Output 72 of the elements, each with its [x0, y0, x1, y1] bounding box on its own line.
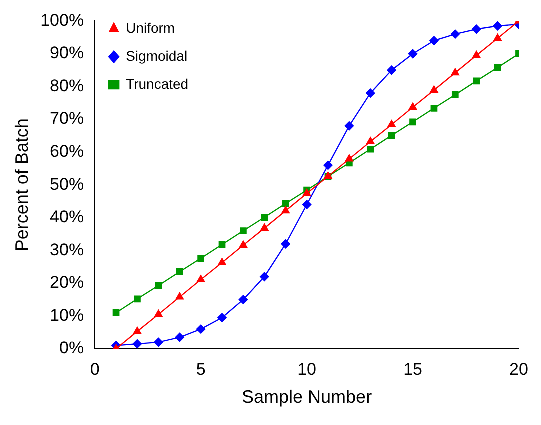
point: [218, 313, 227, 322]
point: [261, 214, 268, 221]
point: [281, 240, 290, 249]
y-tick-label: 90%: [50, 44, 84, 63]
x-tick-label: 15: [404, 360, 422, 379]
point: [344, 121, 354, 131]
y-tick-label: 10%: [50, 306, 84, 325]
point: [154, 338, 164, 348]
x-tick-label: 0: [90, 360, 100, 379]
point: [238, 295, 248, 304]
point: [133, 327, 142, 334]
y-tick-label: 70%: [50, 109, 84, 128]
point: [260, 224, 269, 231]
y-tick-label: 60%: [50, 142, 84, 162]
point: [132, 339, 142, 349]
point: [493, 22, 502, 31]
point: [494, 64, 502, 72]
point: [175, 332, 184, 342]
point: [430, 86, 438, 93]
point: [473, 78, 480, 85]
legend-label: Uniform: [126, 20, 176, 36]
y-tick-label: 40%: [50, 208, 84, 227]
point: [324, 160, 333, 170]
y-tick-label: 50%: [50, 174, 84, 194]
point: [176, 292, 184, 300]
point: [451, 68, 460, 76]
point: [282, 206, 290, 214]
point: [112, 310, 120, 316]
point: [472, 24, 482, 34]
point: [239, 240, 248, 248]
point: [366, 88, 376, 98]
point: [388, 132, 396, 140]
y-tick-label: 30%: [50, 240, 84, 260]
x-tick-label: 5: [196, 360, 206, 379]
point: [196, 324, 206, 334]
point: [240, 228, 247, 234]
point: [198, 255, 204, 262]
point: [430, 36, 439, 46]
point: [410, 118, 416, 126]
x-axis-title: Sample Number: [242, 387, 372, 408]
x-tick-label: 10: [298, 360, 316, 379]
point: [408, 102, 418, 110]
point: [155, 282, 162, 290]
legend-label: Sigmoidal: [126, 48, 188, 64]
legend-label: Truncated: [126, 76, 189, 92]
point: [450, 30, 460, 39]
point: [367, 146, 374, 153]
point: [282, 200, 290, 208]
point: [387, 66, 396, 75]
point: [302, 189, 312, 196]
point: [302, 200, 312, 210]
point: [430, 104, 438, 112]
x-tick-label: 20: [510, 360, 528, 379]
point: [196, 275, 206, 282]
point: [494, 34, 502, 42]
y-tick-label: 20%: [50, 273, 84, 292]
point: [218, 258, 226, 266]
point: [134, 296, 141, 303]
point: [345, 154, 354, 162]
y-tick-label: 0%: [60, 338, 84, 358]
point: [260, 272, 270, 282]
y-tick-label: 80%: [50, 76, 84, 96]
point: [366, 137, 375, 144]
y-tick-label: 100%: [40, 10, 84, 30]
point: [452, 92, 459, 98]
point: [176, 268, 184, 276]
point: [154, 310, 163, 318]
point: [472, 51, 481, 58]
point: [408, 49, 418, 59]
point: [218, 241, 226, 248]
point: [388, 120, 396, 128]
y-axis-title: Percent of Batch: [12, 118, 32, 252]
